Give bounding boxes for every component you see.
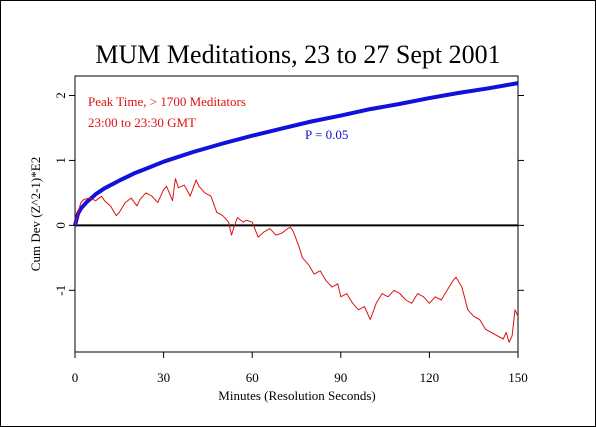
x-tick-label: 90: [334, 370, 347, 385]
y-tick-label: 1: [53, 157, 68, 164]
annotation-p-value: P = 0.05: [305, 127, 348, 142]
plot-frame: [74, 75, 519, 353]
y-tick-label: -1: [53, 285, 68, 296]
chart-title: MUM Meditations, 23 to 27 Sept 2001: [95, 40, 500, 69]
x-tick-label: 120: [420, 370, 440, 385]
y-axis: -1 0 1 2: [53, 92, 524, 296]
y-tick-label: 2: [53, 92, 68, 99]
x-tick-label: 30: [157, 370, 170, 385]
y-tick-label: 0: [53, 222, 68, 229]
plot-area: [73, 75, 519, 353]
x-axis-label: Minutes (Resolution Seconds): [218, 388, 375, 403]
x-tick-label: 60: [246, 370, 259, 385]
annotation-gmt-window: 23:00 to 23:30 GMT: [88, 115, 196, 130]
cumdev-line: [74, 178, 519, 343]
x-tick-label: 0: [72, 370, 79, 385]
y-axis-label: Cum Dev (Z^2-1)*E2: [28, 157, 43, 271]
p05-envelope-line: [73, 81, 519, 226]
x-axis: 0 30 60 90 120 150: [72, 352, 528, 385]
annotation-peak-time: Peak Time, > 1700 Meditators: [88, 94, 246, 109]
x-tick-label: 150: [508, 370, 528, 385]
